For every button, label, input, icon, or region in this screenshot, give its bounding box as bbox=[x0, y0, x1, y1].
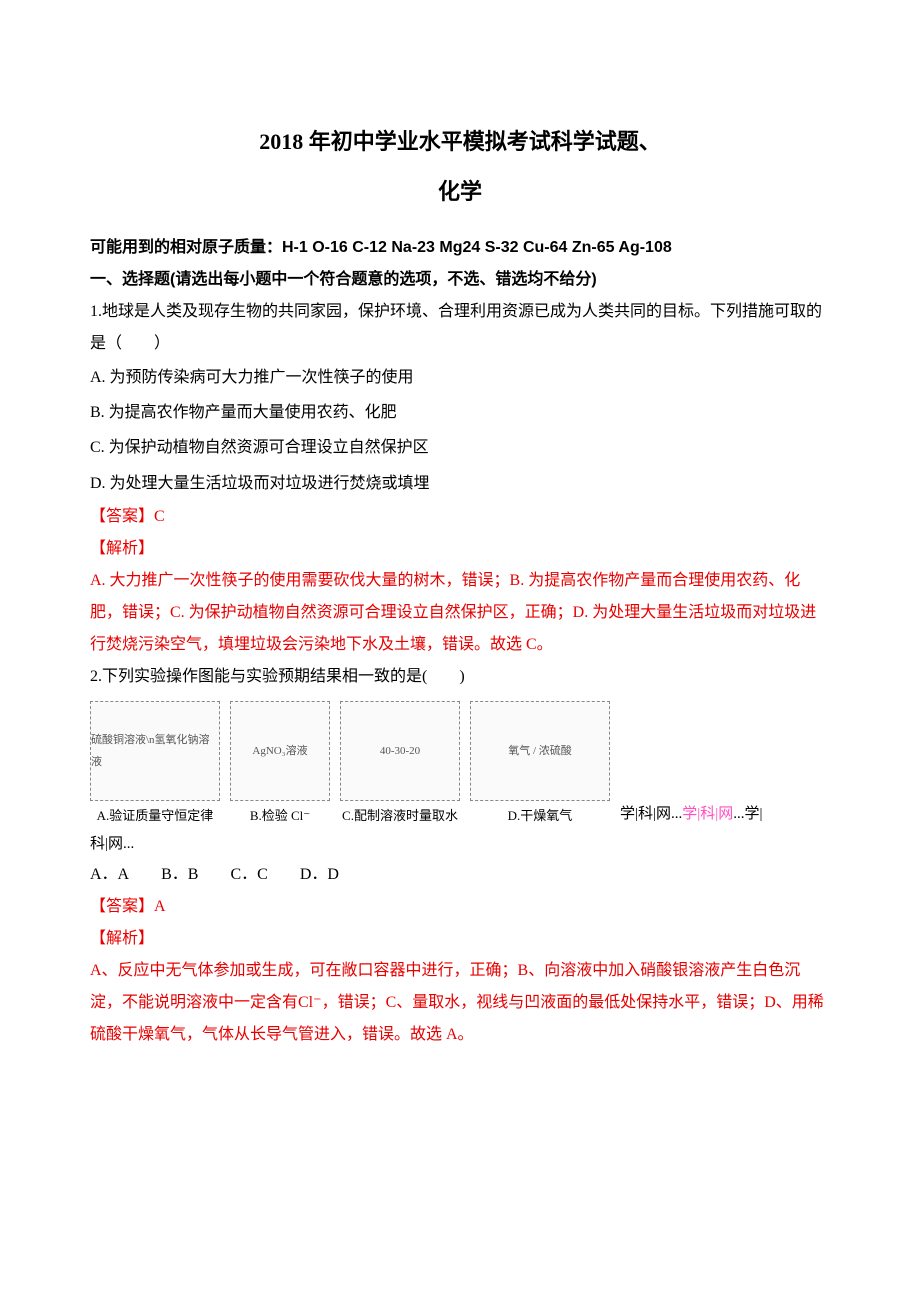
exam-title: 2018 年初中学业水平模拟考试科学试题、 bbox=[90, 120, 830, 164]
section1-heading: 一、选择题(请选出每小题中一个符合题意的选项，不选、错选均不给分) bbox=[90, 264, 830, 296]
q1-option-c: C. 为保护动植物自然资源可合理设立自然保护区 bbox=[90, 430, 830, 465]
q2-inline-opt-c: C．C bbox=[230, 859, 267, 891]
q2-img-a: 硫酸铜溶液\n氢氧化钠溶液 A.验证质量守恒定律 bbox=[90, 701, 220, 829]
q2-img-d: 氧气 / 浓硫酸 D.干燥氧气 bbox=[470, 701, 610, 829]
q2-analysis-label: 【解析】 bbox=[90, 923, 830, 955]
q1-option-b: B. 为提高农作物产量而大量使用农药、化肥 bbox=[90, 395, 830, 430]
q1-option-a: A. 为预防传染病可大力推广一次性筷子的使用 bbox=[90, 360, 830, 395]
trailing-p3: ...学| bbox=[733, 806, 762, 822]
q2-answer: 【答案】A bbox=[90, 891, 830, 923]
trailing-p1: 学|科|网... bbox=[620, 806, 682, 822]
q2-inline-opt-b: B．B bbox=[161, 859, 198, 891]
q2-img-c: 40-30-20 C.配制溶液时量取水 bbox=[340, 701, 460, 829]
q1-analysis-text: A. 大力推广一次性筷子的使用需要砍伐大量的树木，错误；B. 为提高农作物产量而… bbox=[90, 565, 830, 661]
q2-img-d-caption: D.干燥氧气 bbox=[508, 803, 573, 829]
q2-inline-opt-a: A．A bbox=[90, 859, 129, 891]
balance-apparatus-icon: 硫酸铜溶液\n氢氧化钠溶液 bbox=[90, 701, 220, 801]
q2-stem: 2.下列实验操作图能与实验预期结果相一致的是( ) bbox=[90, 661, 830, 693]
q1-stem: 1.地球是人类及现存生物的共同家园，保护环境、合理利用资源已成为人类共同的目标。… bbox=[90, 296, 830, 360]
q1-answer: 【答案】C bbox=[90, 501, 830, 533]
q2-trailing-inline: 学|科|网...学|科|网...学| bbox=[620, 799, 763, 829]
q2-inline-options: A．A B．B C．C D．D bbox=[90, 859, 830, 891]
graduated-cylinder-icon: 40-30-20 bbox=[340, 701, 460, 801]
q2-analysis-text: A、反应中无气体参加或生成，可在敞口容器中进行，正确；B、向溶液中加入硝酸银溶液… bbox=[90, 955, 830, 1051]
q2-inline-opt-d: D．D bbox=[300, 859, 339, 891]
trailing-p2: 学|科|网 bbox=[682, 806, 733, 822]
q2-img-b: AgNO₃溶液 B.检验 Cl⁻ bbox=[230, 701, 330, 829]
exam-subtitle: 化学 bbox=[90, 170, 830, 214]
q1-option-d: D. 为处理大量生活垃圾而对垃圾进行焚烧或填埋 bbox=[90, 466, 830, 501]
atomic-mass-line: 可能用到的相对原子质量：H-1 O-16 C-12 Na-23 Mg24 S-3… bbox=[90, 232, 830, 264]
q2-trailing-tail: 科|网... bbox=[90, 829, 830, 859]
gas-drying-apparatus-icon: 氧气 / 浓硫酸 bbox=[470, 701, 610, 801]
q2-img-b-caption: B.检验 Cl⁻ bbox=[250, 803, 310, 829]
q1-analysis-label: 【解析】 bbox=[90, 533, 830, 565]
test-tube-icon: AgNO₃溶液 bbox=[230, 701, 330, 801]
q2-img-a-caption: A.验证质量守恒定律 bbox=[97, 803, 214, 829]
q2-images-row: 硫酸铜溶液\n氢氧化钠溶液 A.验证质量守恒定律 AgNO₃溶液 B.检验 Cl… bbox=[90, 701, 830, 829]
q2-img-c-caption: C.配制溶液时量取水 bbox=[342, 803, 458, 829]
